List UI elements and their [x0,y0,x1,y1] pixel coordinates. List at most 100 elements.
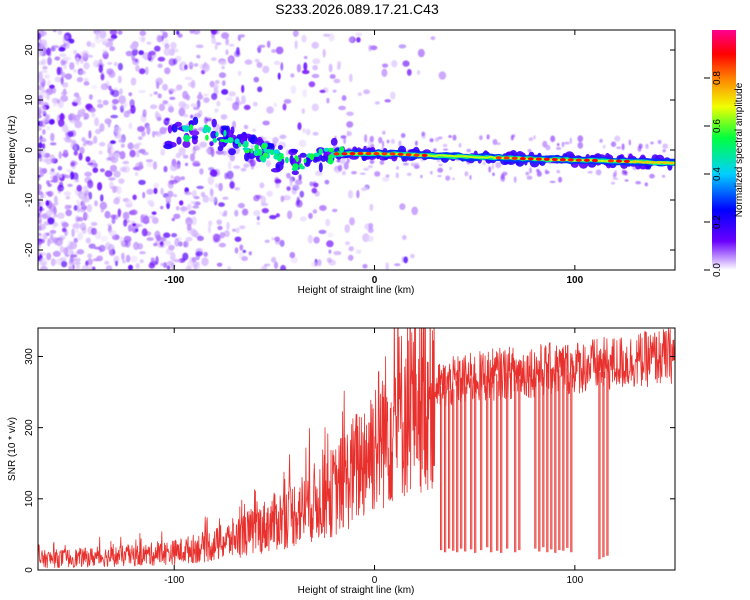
spectrogram-noise-cell [228,91,236,97]
spectrogram-noise-cell [173,213,181,219]
spectrogram-noise-cell [167,190,174,198]
spectrogram-noise-cell [147,199,154,206]
spectrogram-ridge [163,116,675,176]
spectrogram-noise-cell [222,150,227,156]
spectrogram-noise-cell [100,235,108,242]
spectrogram-ridge-peak [303,158,307,164]
spectrogram-noise-cell [260,265,267,270]
spectrogram-ridge-peak [205,134,209,141]
spectrogram-noise-cell [137,136,143,141]
spectrogram-noise-cell [452,134,457,141]
spectrogram-noise-cell [311,103,319,112]
spectrogram-noise-cell [272,136,279,144]
spectrogram-noise-cell [367,227,374,233]
spectrogram-noise-cell [149,93,153,97]
spectrogram-noise-cell [109,164,118,172]
spectrogram-noise-cell [275,46,284,55]
spectrogram-noise-cell [47,57,52,66]
spectrogram-noise-cell [221,32,230,39]
spectrogram-noise-cell [74,120,83,129]
spectrogram-noise-cell [38,214,47,218]
spectrogram-noise-cell [156,81,160,89]
spectrogram-noise-cell [260,195,267,205]
spectrogram-noise-cell [100,38,109,43]
spectrogram-ridge-core [644,160,650,164]
spectrogram-noise-cell [39,105,47,112]
spectrogram-noise-cell [86,204,93,213]
spectrogram-noise-cell [141,151,149,156]
spectrogram-noise-cell [117,30,123,35]
spectrogram-noise-cell [343,137,346,145]
spectrogram-ridge-peak [313,152,320,157]
spectrogram-noise-cell [76,249,85,255]
spectrogram-noise-cell [610,181,616,185]
spectrogram-noise-cell [486,134,490,140]
spectrogram-noise-cell [99,141,106,147]
spectrogram-noise-cell [390,91,396,100]
spectrogram-noise-cell [64,138,73,143]
spectrogram-noise-cell [275,213,280,218]
spectrogram-noise-cell [195,44,204,49]
spectrogram-noise-cell [134,171,139,177]
spectrogram-noise-cell [152,130,156,138]
spectrogram-noise-cell [536,168,540,173]
spectrogram-x-axis-label: Height of straight line (km) [298,285,415,296]
spectrogram-ridge-peak [250,148,254,154]
spectrogram-noise-cell [129,100,134,106]
spectrogram-noise-cell [211,93,218,100]
spectrogram-noise-cell [411,162,415,167]
spectrogram-noise-cell [49,142,57,146]
spectrogram-noise-cell [229,154,236,162]
spectrogram-noise-cell [99,30,107,39]
spectrogram-noise-cell [448,135,452,138]
spectrogram-noise-cell [107,119,111,128]
spectrogram-noise-cell [61,125,69,133]
spectrogram-noise-cell [186,224,192,231]
spectrogram-noise-cell [134,58,138,63]
spectrogram-noise-cell [98,64,104,74]
spectrogram-noise-cell [510,135,514,141]
spectrogram-noise-cell [44,74,51,79]
spectrogram-noise-cell [309,181,314,187]
spectrogram-noise-cell [201,257,209,267]
spectrogram-noise-cell [65,169,73,173]
spectrogram-noise-cell [48,171,57,176]
spectrogram-noise-cell [113,214,119,220]
spectrogram-noise-cell [299,216,307,222]
spectrogram-noise-cell [229,56,233,62]
spectrogram-noise-cell [82,142,87,147]
spectrogram-ridge-cell [318,162,323,173]
spectrogram-noise-cell [442,143,448,148]
spectrogram-ridge-core [559,158,566,162]
spectrogram-noise-cell [215,123,220,130]
spectrogram-ridge-core [543,157,550,161]
snr-y-axis-label: SNR (10 * v/v) [7,417,18,481]
spectrogram-noise-cell [312,65,318,71]
spectrogram-noise-cell [492,139,498,145]
spectrogram-ridge-peak [274,153,278,157]
spectrogram-noise-cell [234,209,239,217]
spectrogram-noise-cell [452,177,455,180]
spectrogram-noise-cell [657,139,662,145]
spectrogram-noise-cell [302,88,307,98]
spectrogram-noise-cell [173,194,177,198]
snr-x-tick-label: 0 [372,575,378,586]
spectrogram-noise-cell [216,219,222,225]
spectrogram-noise-cell [265,160,271,168]
spectrogram-noise-cell [45,200,50,207]
spectrogram-noise-cell [61,222,69,228]
spectrogram-ridge-core [333,152,340,156]
spectrogram-ridge-cell [238,133,246,140]
spectrogram-noise-cell [38,76,43,84]
spectrogram-noise-cell [257,86,263,93]
spectrogram-noise-cell [214,44,218,50]
spectrogram-noise-cell [146,188,154,195]
spectrogram-noise-cell [437,136,443,140]
spectrogram-noise-cell [602,144,606,149]
spectrogram-noise-cell [178,101,186,108]
spectrogram-noise-cell [163,47,171,56]
spectrogram-noise-cell [437,175,442,177]
spectrogram-noise-cell [564,141,570,145]
spectrogram-noise-cell [91,112,96,118]
spectrogram-noise-cell [525,171,530,176]
